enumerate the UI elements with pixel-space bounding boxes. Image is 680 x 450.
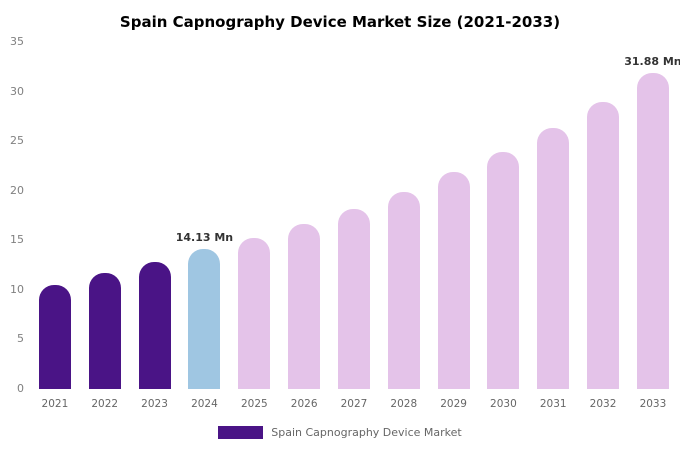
bar-group: 2026 (279, 42, 329, 410)
bar-2024[interactable] (188, 248, 221, 389)
bar-2027[interactable] (337, 208, 370, 389)
y-axis-label: 0 (17, 382, 24, 395)
x-axis-label: 2023 (141, 398, 168, 410)
bar-2029[interactable] (437, 171, 470, 389)
y-axis: 0 5 10 15 20 25 30 35 (0, 36, 24, 395)
y-axis-label: 5 (17, 332, 24, 346)
bar-2031[interactable] (537, 128, 570, 389)
x-axis-label: 2022 (91, 398, 119, 410)
bar-2028[interactable] (387, 191, 420, 389)
x-axis-label: 2029 (440, 398, 467, 410)
bar-group: 2032 (578, 42, 628, 410)
x-axis-label: 2030 (490, 398, 517, 410)
bar-group: 14.13 Mn 2024 (176, 42, 233, 410)
bar-group: 2022 (80, 42, 130, 410)
bar-group: 2025 (229, 42, 279, 410)
bar-2033[interactable] (636, 72, 669, 389)
y-axis-label: 20 (10, 183, 24, 197)
legend-swatch (218, 426, 264, 439)
bar-2023[interactable] (138, 262, 171, 389)
x-axis-label: 2021 (41, 398, 69, 410)
bar-2032[interactable] (587, 102, 620, 389)
bars: 2021 2022 2023 14.13 Mn 2024 2025 2026 2027 2028… (30, 42, 680, 410)
y-axis-label: 25 (10, 134, 24, 148)
x-axis-label: 2026 (290, 398, 318, 410)
bar-group: 2021 (30, 42, 80, 410)
bar-group: 2031 (528, 42, 578, 410)
bar-2030[interactable] (487, 152, 520, 389)
y-axis-label: 10 (10, 282, 24, 296)
legend-label: Spain Capnography Device Market (271, 426, 462, 439)
legend: Spain Capnography Device Market (0, 426, 680, 439)
bar-group: 2030 (479, 42, 529, 410)
bar-group: 2028 (379, 42, 429, 410)
bar-2022[interactable] (88, 273, 121, 389)
y-axis-label: 35 (10, 35, 24, 48)
bar-group: 31.88 Mn 2033 (624, 42, 680, 410)
bar-group: 2029 (429, 42, 479, 410)
x-axis-label: 2027 (340, 398, 368, 410)
x-axis-label: 2033 (639, 398, 667, 410)
bar-value-label: 31.88 Mn (624, 54, 680, 68)
y-axis-label: 15 (10, 233, 24, 247)
x-axis-label: 2028 (390, 398, 418, 410)
bar-2025[interactable] (238, 238, 271, 389)
y-axis-label: 30 (10, 84, 24, 98)
plot-area: 0 5 10 15 20 25 30 35 2021 2022 2023 14.13 Mn 2024 2… (10, 36, 680, 411)
bar-2026[interactable] (288, 224, 321, 389)
bar-group: 2023 (130, 42, 180, 410)
x-axis-label: 2025 (240, 398, 268, 410)
x-axis-label: 2031 (539, 398, 567, 410)
x-axis-label: 2032 (589, 398, 617, 410)
chart-title: Spain Capnography Device Market Size (20… (119, 13, 561, 31)
bar-2021[interactable] (38, 284, 71, 389)
bar-group: 2027 (329, 42, 379, 410)
bar-value-label: 14.13 Mn (175, 230, 234, 244)
x-axis-label: 2024 (191, 398, 218, 410)
